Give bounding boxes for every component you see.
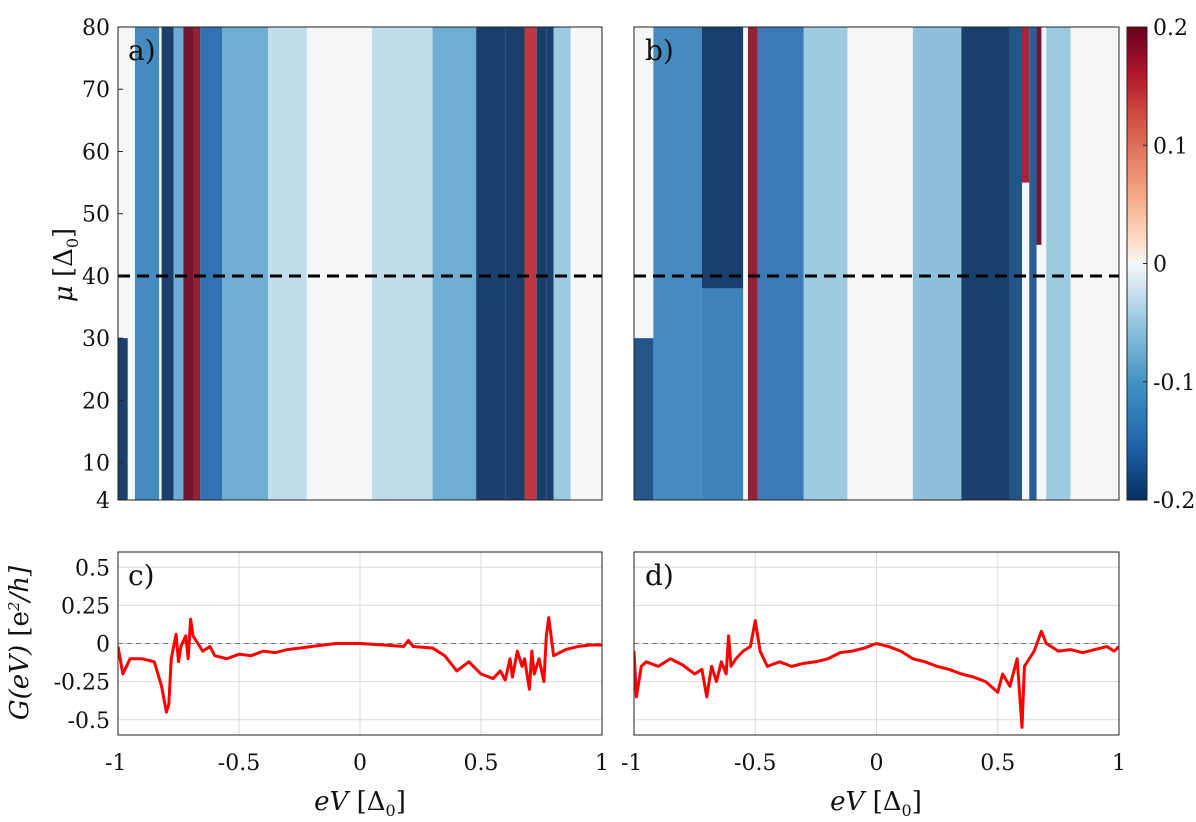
colorbar-ticks: 0.2 0.1 0 -0.1 -0.2: [1143, 16, 1195, 514]
panel-b-heatmap: b): [633, 26, 1120, 501]
heatmap-a-band: [222, 27, 269, 500]
heatmap-b-band: [1029, 27, 1037, 500]
plot-d-frame: [633, 551, 1120, 736]
heatmap-a-band: [161, 27, 174, 500]
x-tick-label: -0.5: [734, 751, 776, 776]
heatmap-a-band: [173, 27, 184, 500]
line-y-tick-label: 0.25: [61, 594, 110, 619]
heatmap-y-tick-label: 50: [82, 203, 110, 228]
heatmap-a-band: [200, 27, 223, 500]
panel-a-heatmap: a) 4 10 20 30 40 50 60 70 80: [82, 16, 603, 514]
heatmap-y-axis-label: μ [Δ0]: [49, 228, 82, 302]
colorbar-tick-label: -0.2: [1153, 489, 1195, 514]
x-tick-label: 0.5: [980, 751, 1015, 776]
panel-label-c: c): [128, 559, 155, 592]
heatmap-y-tick-label: 4: [96, 489, 110, 514]
heatmap-b-band: [1009, 27, 1022, 500]
panel-c-line-plot: c) 0.5 0.25 0 -0.25 -0.5 -1 -0.5 0 0.5 1: [54, 551, 609, 776]
x-tick-label: 0: [870, 751, 884, 776]
heatmap-b-band: [1046, 27, 1071, 500]
heatmap-y-tick-label: 30: [82, 327, 110, 352]
x-tick-label: -1: [621, 751, 642, 776]
heatmap-a-band: [268, 27, 307, 500]
heatmap-y-tick-label: 20: [82, 389, 110, 414]
panel-label-d: d): [645, 559, 674, 592]
plot-c-series-line: [118, 616, 602, 714]
heatmap-a-band: [432, 27, 477, 500]
heatmap-b-bands: [634, 27, 1071, 500]
line-y-tick-label: 0: [96, 633, 110, 658]
x-tick-label: 0.5: [464, 751, 499, 776]
heatmap-a-bands: [118, 27, 571, 500]
heatmap-y-tick-label: 60: [82, 140, 110, 165]
colorbar-tick-label: 0.1: [1153, 134, 1188, 159]
x-tick-label: -1: [105, 751, 126, 776]
x-axis-label-right: eV [Δ0]: [830, 787, 922, 820]
line-y-tick-label: 0.5: [75, 556, 110, 581]
heatmap-b-band: [653, 27, 702, 500]
heatmap-a-band: [372, 27, 433, 500]
heatmap-a-frame: [117, 26, 603, 501]
heatmap-y-tick-label: 40: [82, 265, 110, 290]
heatmap-b-band: [747, 27, 758, 500]
plot-c-y-ticks: 0.5 0.25 0 -0.25 -0.5: [54, 556, 110, 734]
heatmap-b-band: [701, 288, 744, 500]
colorbar-tick-label: 0: [1153, 253, 1167, 278]
x-tick-label: -0.5: [218, 751, 260, 776]
plot-d-series-line: [634, 619, 1119, 729]
plot-c-x-ticks: -1 -0.5 0 0.5 1: [105, 751, 609, 776]
plot-d-x-ticks: -1 -0.5 0 0.5 1: [621, 751, 1126, 776]
heatmap-y-tick-label: 80: [82, 16, 110, 41]
heatmap-b-band: [757, 27, 804, 500]
heatmap-y-tick-label: 10: [82, 452, 110, 477]
plot-c-frame: [117, 551, 603, 736]
heatmap-a-band: [546, 27, 554, 500]
heatmap-y-tick-label: 70: [82, 78, 110, 103]
line-y-tick-label: -0.25: [54, 671, 110, 696]
heatmap-a-band: [524, 27, 537, 500]
x-tick-label: 0: [353, 751, 367, 776]
x-axis-label-left: eV [Δ0]: [314, 787, 406, 820]
colorbar: 0.2 0.1 0 -0.1 -0.2: [1126, 16, 1195, 514]
heatmap-a-band: [134, 27, 160, 500]
panel-label-b: b): [645, 34, 674, 67]
heatmap-b-band: [912, 27, 962, 500]
panel-label-a: a): [128, 34, 156, 67]
colorbar-tick-label: -0.1: [1153, 371, 1195, 396]
heatmap-a-band: [476, 27, 506, 500]
heatmap-a-band: [118, 338, 128, 500]
x-tick-label: 1: [595, 751, 609, 776]
heatmap-b-band: [634, 338, 654, 500]
heatmap-a-band: [536, 27, 547, 500]
heatmap-b-band: [1022, 27, 1030, 183]
line-y-axis-label: G(eV) [e2/h]: [5, 565, 35, 720]
heatmap-b-frame: [633, 26, 1120, 501]
heatmap-b-band: [701, 27, 744, 289]
line-y-tick-label: -0.5: [68, 709, 110, 734]
heatmap-a-band: [183, 27, 194, 500]
panel-d-line-plot: d) -1 -0.5 0 0.5 1: [621, 551, 1126, 776]
x-tick-label: 1: [1112, 751, 1126, 776]
heatmap-a-band: [505, 27, 525, 500]
heatmap-a-y-ticks: 4 10 20 30 40 50 60 70 80: [82, 16, 123, 514]
heatmap-a-band: [553, 27, 571, 500]
heatmap-a-band: [193, 27, 201, 500]
heatmap-b-band: [1036, 27, 1042, 245]
colorbar-tick-label: 0.2: [1153, 16, 1188, 41]
heatmap-b-band: [803, 27, 848, 500]
heatmap-b-band: [961, 27, 1010, 500]
